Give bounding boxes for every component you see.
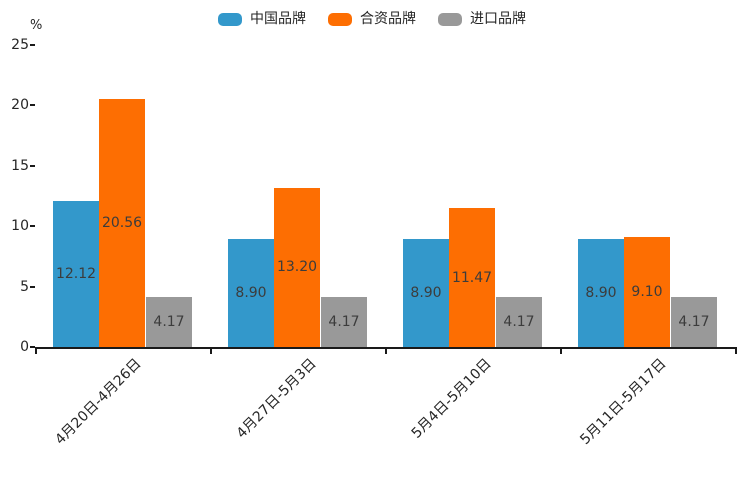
x-axis-tick-mark xyxy=(210,349,212,354)
x-axis-tick-mark xyxy=(35,349,37,354)
y-axis-unit-label: % xyxy=(30,18,43,33)
y-axis-tick-label: 5 xyxy=(20,278,29,295)
y-axis-tick-label: 0 xyxy=(20,339,29,355)
bar-合资品牌: 20.56 xyxy=(99,98,145,347)
bar-value-label: 8.90 xyxy=(235,285,267,302)
bar-value-label: 12.12 xyxy=(55,265,97,282)
legend-item: 合资品牌 xyxy=(328,10,416,28)
bar-value-label: 13.20 xyxy=(276,259,318,276)
legend-series-label: 合资品牌 xyxy=(360,11,416,27)
x-axis-category-label: 4月27日-5月3日 xyxy=(233,355,320,442)
bar-合资品牌: 9.10 xyxy=(624,237,670,347)
x-axis-tick-mark xyxy=(560,349,562,354)
y-axis-tick-mark xyxy=(30,164,35,167)
bar-中国品牌: 8.90 xyxy=(228,239,274,347)
bar-value-label: 4.17 xyxy=(503,313,535,330)
bar-合资品牌: 11.47 xyxy=(449,208,495,347)
legend: 中国品牌 合资品牌 进口品牌 xyxy=(0,10,744,28)
bar-中国品牌: 8.90 xyxy=(403,239,449,347)
bar-中国品牌: 12.12 xyxy=(53,200,99,347)
y-axis-tick-label: 20 xyxy=(11,97,29,114)
legend-color-swatch xyxy=(438,12,462,26)
x-axis-category-label: 5月4日-5月10日 xyxy=(408,355,495,442)
legend-item: 进口品牌 xyxy=(438,10,526,28)
y-axis-tick-mark xyxy=(30,285,35,288)
y-axis-tick-label: 15 xyxy=(11,157,29,174)
legend-series-label: 中国品牌 xyxy=(250,11,306,27)
x-axis-line xyxy=(35,347,737,349)
bar-value-label: 8.90 xyxy=(410,285,442,302)
legend-series-label: 进口品牌 xyxy=(470,11,526,27)
bar-value-label: 11.47 xyxy=(451,269,493,286)
bar-进口品牌: 4.17 xyxy=(321,296,367,347)
legend-color-swatch xyxy=(328,12,352,26)
y-axis-tick-mark xyxy=(30,44,35,46)
y-axis-tick-mark xyxy=(30,104,35,107)
y-axis-tick-mark xyxy=(30,225,35,228)
legend-item: 中国品牌 xyxy=(218,10,306,28)
bar-value-label: 8.90 xyxy=(585,285,617,302)
bar-中国品牌: 8.90 xyxy=(578,239,624,347)
legend-color-swatch xyxy=(218,12,242,26)
bar-value-label: 4.17 xyxy=(153,313,185,330)
bar-进口品牌: 4.17 xyxy=(671,296,717,347)
y-axis-tick-label: 10 xyxy=(11,218,29,235)
x-axis-category-label: 4月20日-4月26日 xyxy=(52,355,145,448)
bar-进口品牌: 4.17 xyxy=(496,296,542,347)
x-axis-tick-mark xyxy=(735,349,737,354)
bar-value-label: 20.56 xyxy=(101,214,143,231)
x-axis-tick-mark xyxy=(385,349,387,354)
bar-合资品牌: 13.20 xyxy=(274,187,320,347)
bar-value-label: 4.17 xyxy=(678,313,710,330)
bar-value-label: 9.10 xyxy=(631,284,663,301)
x-axis-category-label: 5月11日-5月17日 xyxy=(577,355,670,448)
y-axis-tick-mark xyxy=(30,346,35,348)
bar-value-label: 4.17 xyxy=(328,313,360,330)
bar-进口品牌: 4.17 xyxy=(146,296,192,347)
y-axis-tick-label: 25 xyxy=(11,37,29,53)
